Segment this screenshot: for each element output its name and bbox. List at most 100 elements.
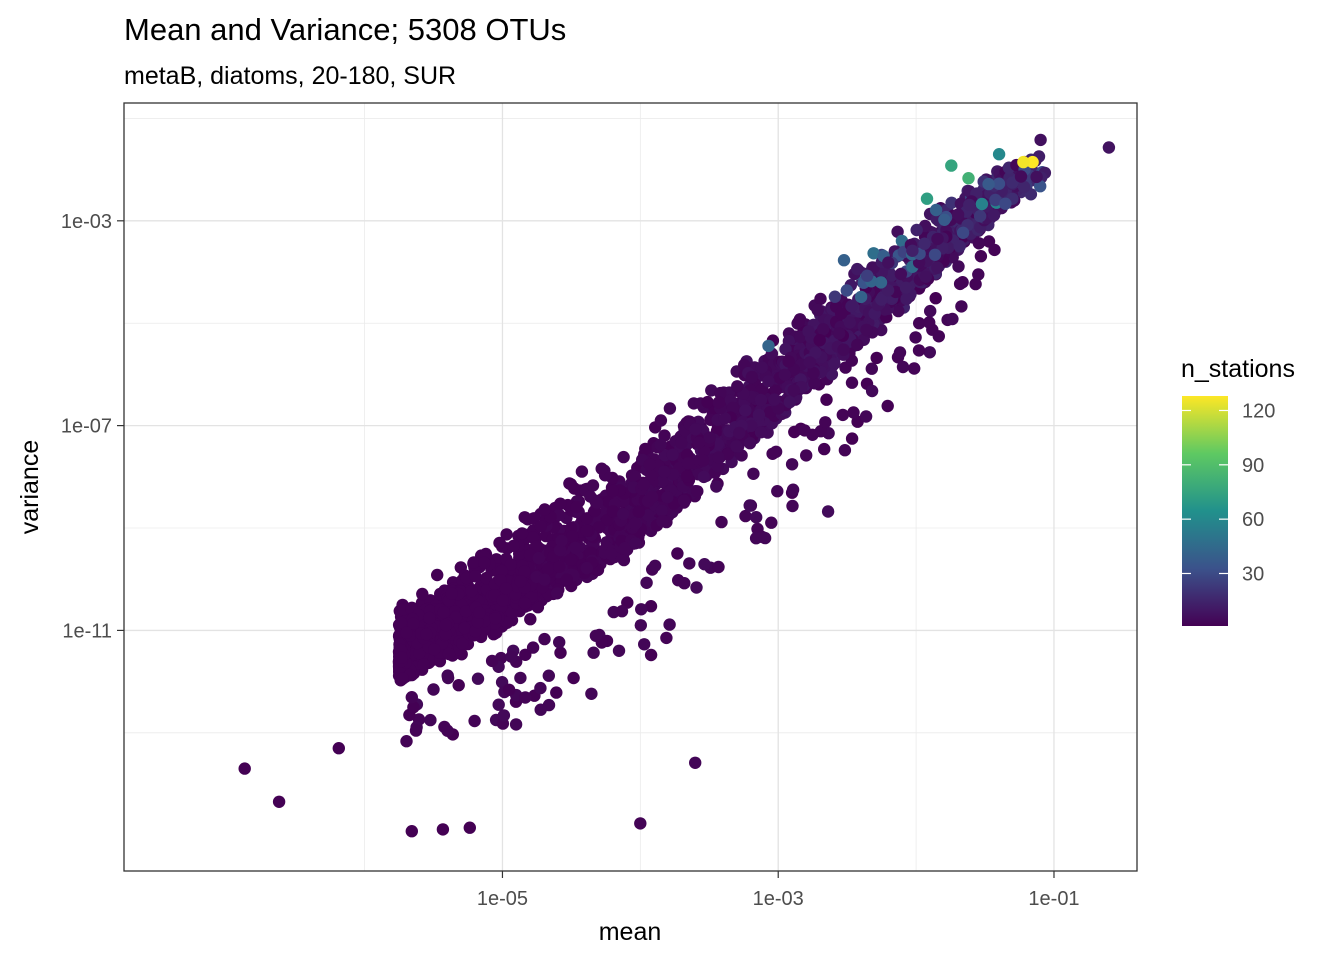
data-point	[1034, 133, 1047, 147]
data-point	[865, 362, 878, 375]
data-point	[691, 485, 704, 498]
data-point	[969, 277, 982, 291]
y-tick-label: 1e-03	[61, 211, 112, 233]
data-point	[661, 491, 674, 504]
data-point	[865, 384, 879, 398]
data-point	[437, 606, 450, 619]
data-point	[612, 644, 626, 657]
data-point	[909, 331, 922, 344]
data-point	[811, 303, 824, 317]
data-point	[427, 683, 440, 696]
data-point	[569, 541, 582, 554]
data-point	[646, 490, 659, 504]
data-point	[952, 260, 965, 273]
data-point	[634, 817, 647, 830]
data-point	[615, 605, 629, 618]
legend: n_stations 30 60 90 120	[1181, 355, 1295, 626]
data-point	[946, 312, 959, 326]
legend-tick-label: 90	[1242, 455, 1264, 477]
data-point	[828, 357, 841, 370]
data-point	[677, 494, 691, 507]
data-point	[992, 177, 1006, 190]
data-point	[553, 636, 566, 649]
data-point	[956, 226, 970, 239]
data-point	[394, 616, 408, 629]
data-point	[1017, 180, 1031, 194]
y-tick-label: 1e-07	[61, 416, 112, 438]
data-point	[634, 619, 647, 632]
data-point	[478, 556, 491, 569]
data-point	[587, 646, 600, 659]
data-point	[892, 304, 905, 318]
data-point	[813, 334, 826, 347]
data-point	[765, 516, 778, 529]
data-point	[908, 362, 921, 375]
data-point	[881, 399, 894, 413]
data-point	[420, 628, 433, 641]
data-point	[808, 377, 821, 390]
data-point	[752, 408, 766, 422]
data-point	[973, 209, 987, 223]
data-point	[495, 564, 508, 578]
data-point	[272, 795, 286, 808]
data-point	[504, 558, 518, 571]
data-point	[553, 560, 566, 573]
data-point	[743, 437, 757, 450]
legend-tick-label: 60	[1242, 509, 1264, 531]
data-point	[431, 568, 444, 582]
data-point	[515, 527, 529, 540]
legend-tick-label: 30	[1242, 563, 1264, 585]
data-point	[671, 547, 684, 560]
data-point	[663, 618, 676, 631]
data-point	[881, 284, 895, 297]
data-point	[567, 671, 580, 685]
data-point	[809, 346, 822, 359]
data-point	[730, 440, 743, 453]
data-point	[564, 478, 578, 491]
data-point	[660, 631, 673, 645]
data-point	[500, 528, 513, 541]
data-point	[606, 484, 619, 498]
data-point	[468, 714, 481, 728]
data-point	[697, 470, 710, 484]
data-point	[893, 346, 907, 359]
data-point	[654, 414, 668, 427]
data-point	[923, 316, 936, 329]
data-point	[551, 587, 564, 600]
data-point	[485, 654, 499, 668]
data-point	[768, 393, 781, 406]
data-point	[452, 679, 465, 692]
data-point	[407, 617, 420, 630]
data-point	[769, 445, 783, 458]
data-points	[238, 133, 1116, 838]
data-point	[951, 208, 965, 221]
data-point	[489, 612, 502, 625]
data-point	[854, 290, 868, 304]
data-point	[982, 177, 995, 191]
data-point	[802, 325, 815, 338]
data-point	[502, 683, 516, 696]
data-point	[570, 500, 583, 514]
data-point	[896, 360, 910, 374]
data-point	[423, 611, 436, 625]
data-point	[910, 223, 923, 237]
data-point	[554, 646, 567, 659]
data-point	[519, 691, 532, 704]
data-point	[821, 505, 835, 518]
data-point	[733, 426, 746, 440]
data-point	[712, 560, 725, 574]
data-point	[534, 681, 547, 695]
data-point	[456, 637, 469, 650]
data-point	[860, 323, 873, 337]
data-point	[519, 648, 532, 661]
data-point	[672, 574, 685, 587]
data-point	[1006, 176, 1019, 189]
data-point	[606, 505, 620, 518]
data-point	[931, 232, 944, 246]
y-axis-title: variance	[16, 440, 44, 535]
y-tick-label: 1e-11	[62, 620, 112, 642]
data-point	[899, 281, 913, 294]
data-point	[635, 603, 648, 616]
data-point	[471, 615, 484, 629]
data-point	[666, 448, 679, 461]
